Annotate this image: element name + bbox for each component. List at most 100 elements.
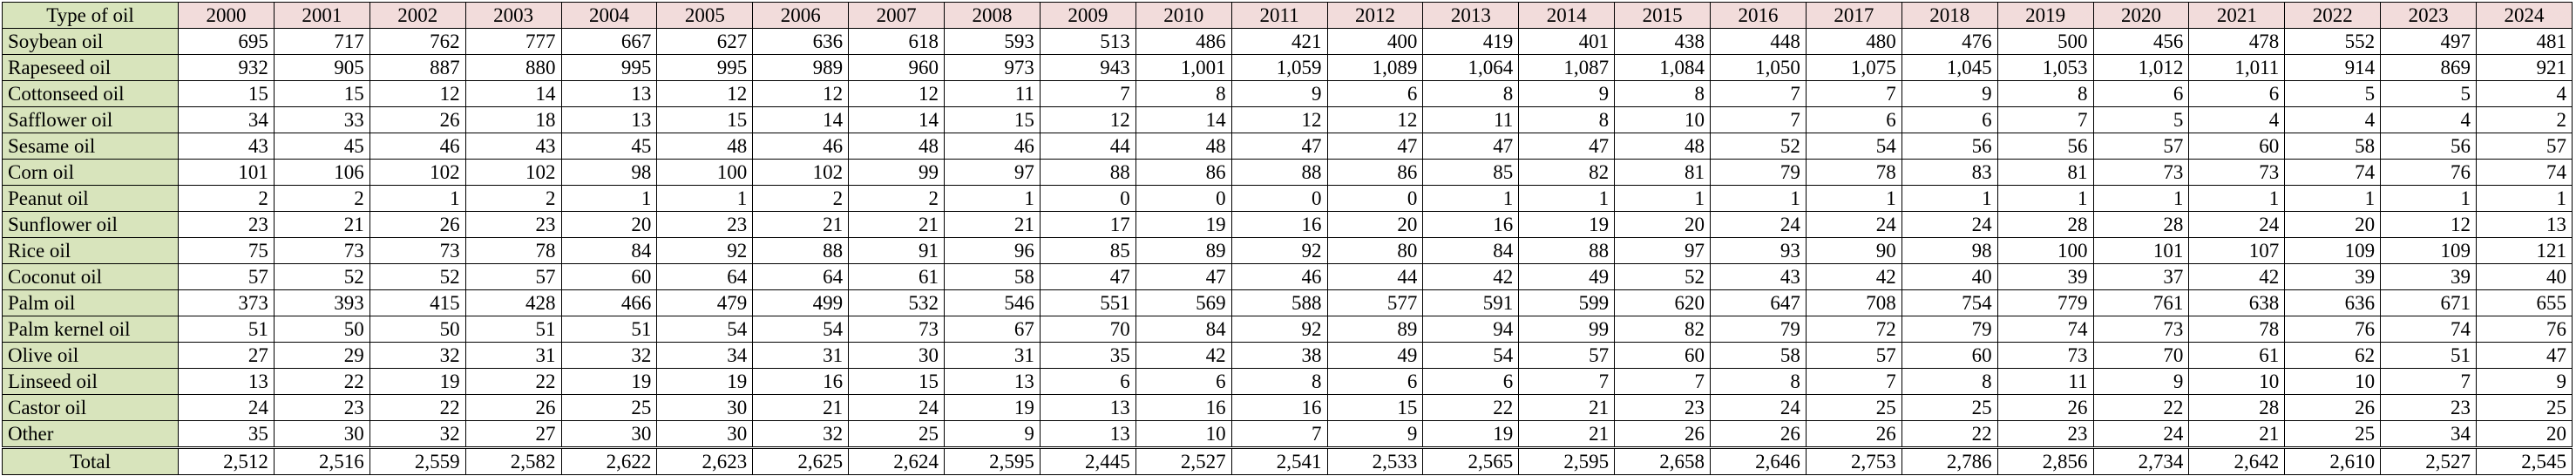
row-label[interactable]: Castor oil <box>2 394 179 421</box>
data-cell[interactable]: 51 <box>464 316 562 343</box>
data-cell[interactable]: 24 <box>1710 394 1807 421</box>
data-cell[interactable]: 9 <box>2476 368 2573 395</box>
data-cell[interactable]: 22 <box>2092 394 2190 421</box>
data-cell[interactable]: 28 <box>2092 211 2190 238</box>
data-cell[interactable]: 7 <box>1996 106 2094 133</box>
data-cell[interactable]: 26 <box>369 106 466 133</box>
data-cell[interactable]: 56 <box>2380 133 2477 160</box>
data-cell[interactable]: 9 <box>1518 80 1616 107</box>
row-label[interactable]: Cottonseed oil <box>2 80 179 107</box>
data-cell[interactable]: 1,001 <box>1135 54 1232 81</box>
data-cell[interactable]: 12 <box>752 80 850 107</box>
total-cell[interactable]: 2,622 <box>560 446 658 475</box>
data-cell[interactable]: 32 <box>369 342 466 369</box>
data-cell[interactable]: 61 <box>2188 342 2286 369</box>
data-cell[interactable]: 1 <box>2476 185 2573 212</box>
data-cell[interactable]: 27 <box>178 342 275 369</box>
data-cell[interactable]: 26 <box>369 211 466 238</box>
data-cell[interactable]: 80 <box>1326 237 1424 264</box>
data-cell[interactable]: 618 <box>848 28 945 55</box>
row-label[interactable]: Other <box>2 420 179 448</box>
data-cell[interactable]: 779 <box>1996 289 2094 316</box>
total-cell[interactable]: 2,623 <box>656 446 754 475</box>
year-header[interactable]: 2014 <box>1518 2 1616 29</box>
data-cell[interactable]: 107 <box>2188 237 2286 264</box>
data-cell[interactable]: 74 <box>1996 316 2094 343</box>
data-cell[interactable]: 83 <box>1901 159 1998 186</box>
data-cell[interactable]: 546 <box>944 289 1041 316</box>
data-cell[interactable]: 47 <box>1039 263 1136 290</box>
row-label[interactable]: Linseed oil <box>2 368 179 395</box>
data-cell[interactable]: 73 <box>1996 342 2094 369</box>
data-cell[interactable]: 23 <box>2380 394 2477 421</box>
year-header[interactable]: 2016 <box>1710 2 1807 29</box>
data-cell[interactable]: 761 <box>2092 289 2190 316</box>
data-cell[interactable]: 577 <box>1326 289 1424 316</box>
data-cell[interactable]: 960 <box>848 54 945 81</box>
data-cell[interactable]: 24 <box>1805 211 1902 238</box>
data-cell[interactable]: 51 <box>560 316 658 343</box>
data-cell[interactable]: 7 <box>1805 368 1902 395</box>
data-cell[interactable]: 569 <box>1135 289 1232 316</box>
data-cell[interactable]: 995 <box>656 54 754 81</box>
data-cell[interactable]: 49 <box>1518 263 1616 290</box>
row-label[interactable]: Palm oil <box>2 289 179 316</box>
data-cell[interactable]: 67 <box>944 316 1041 343</box>
data-cell[interactable]: 21 <box>752 394 850 421</box>
data-cell[interactable]: 1,087 <box>1518 54 1616 81</box>
data-cell[interactable]: 90 <box>1805 237 1902 264</box>
data-cell[interactable]: 25 <box>1901 394 1998 421</box>
data-cell[interactable]: 52 <box>273 263 370 290</box>
data-cell[interactable]: 26 <box>1805 420 1902 448</box>
data-cell[interactable]: 30 <box>656 394 754 421</box>
year-header[interactable]: 2023 <box>2380 2 2477 29</box>
data-cell[interactable]: 1 <box>656 185 754 212</box>
data-cell[interactable]: 995 <box>560 54 658 81</box>
row-label[interactable]: Peanut oil <box>2 185 179 212</box>
data-cell[interactable]: 79 <box>1710 159 1807 186</box>
row-label[interactable]: Rapeseed oil <box>2 54 179 81</box>
data-cell[interactable]: 9 <box>2092 368 2190 395</box>
data-cell[interactable]: 1,053 <box>1996 54 2094 81</box>
data-cell[interactable]: 74 <box>2380 316 2477 343</box>
data-cell[interactable]: 11 <box>944 80 1041 107</box>
data-cell[interactable]: 21 <box>848 211 945 238</box>
data-cell[interactable]: 29 <box>273 342 370 369</box>
data-cell[interactable]: 43 <box>464 133 562 160</box>
data-cell[interactable]: 636 <box>2284 289 2382 316</box>
data-cell[interactable]: 1 <box>1422 185 1520 212</box>
data-cell[interactable]: 25 <box>1805 394 1902 421</box>
data-cell[interactable]: 52 <box>1710 133 1807 160</box>
data-cell[interactable]: 1 <box>1901 185 1998 212</box>
total-cell[interactable]: 2,512 <box>178 446 275 475</box>
data-cell[interactable]: 20 <box>1326 211 1424 238</box>
data-cell[interactable]: 54 <box>1805 133 1902 160</box>
data-cell[interactable]: 532 <box>848 289 945 316</box>
data-cell[interactable]: 16 <box>1422 211 1520 238</box>
data-cell[interactable]: 57 <box>2092 133 2190 160</box>
data-cell[interactable]: 20 <box>1614 211 1711 238</box>
data-cell[interactable]: 30 <box>273 420 370 448</box>
data-cell[interactable]: 481 <box>2476 28 2573 55</box>
data-cell[interactable]: 19 <box>1135 211 1232 238</box>
data-cell[interactable]: 1,059 <box>1230 54 1328 81</box>
data-cell[interactable]: 627 <box>656 28 754 55</box>
data-cell[interactable]: 6 <box>2092 80 2190 107</box>
data-cell[interactable]: 40 <box>1901 263 1998 290</box>
data-cell[interactable]: 101 <box>2092 237 2190 264</box>
data-cell[interactable]: 708 <box>1805 289 1902 316</box>
data-cell[interactable]: 1 <box>1805 185 1902 212</box>
data-cell[interactable]: 17 <box>1039 211 1136 238</box>
data-cell[interactable]: 12 <box>2380 211 2477 238</box>
data-cell[interactable]: 42 <box>1805 263 1902 290</box>
data-cell[interactable]: 0 <box>1039 185 1136 212</box>
data-cell[interactable]: 47 <box>1326 133 1424 160</box>
data-cell[interactable]: 60 <box>1901 342 1998 369</box>
data-cell[interactable]: 32 <box>560 342 658 369</box>
data-cell[interactable]: 51 <box>2380 342 2477 369</box>
data-cell[interactable]: 695 <box>178 28 275 55</box>
data-cell[interactable]: 76 <box>2380 159 2477 186</box>
year-header[interactable]: 2021 <box>2188 2 2286 29</box>
data-cell[interactable]: 26 <box>1614 420 1711 448</box>
data-cell[interactable]: 466 <box>560 289 658 316</box>
